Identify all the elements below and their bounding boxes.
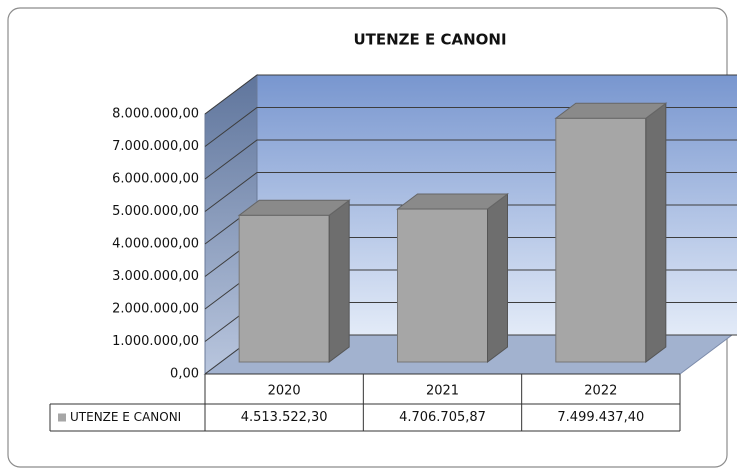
bar-top [237,199,351,216]
y-tick-label: 2.000.000,00 [112,302,199,317]
x-tick-label: 2020 [268,384,301,399]
table-value: 4.706.705,87 [399,410,486,425]
bar [554,102,668,363]
x-tick-label: 2021 [426,384,459,399]
y-tick-label: 0,00 [170,367,199,382]
bar-side [487,193,508,363]
legend-label: UTENZE E CANONI [70,410,181,424]
bar-side [645,102,667,363]
y-tick-label: 1.000.000,00 [112,334,199,349]
table-value: 7.499.437,40 [557,410,644,425]
y-tick-label: 3.000.000,00 [112,269,199,284]
y-tick-label: 7.000.000,00 [112,139,199,154]
bar-top [554,102,668,119]
chart-title: UTENZE E CANONI [353,31,506,49]
bar-front [238,214,330,363]
y-tick-label: 5.000.000,00 [112,204,199,219]
bar-top [396,193,509,210]
table-value: 4.513.522,30 [241,410,328,425]
y-tick-label: 6.000.000,00 [112,172,199,187]
bar-side [328,199,350,363]
x-tick-label: 2022 [584,384,617,399]
grid-line [204,74,737,115]
bar [237,199,351,363]
y-tick-label: 4.000.000,00 [112,237,199,252]
y-tick-label: 8.000.000,00 [112,107,199,122]
bar-front [397,208,488,363]
legend-swatch [58,413,66,422]
bar [396,193,509,363]
bar-front [555,117,647,363]
